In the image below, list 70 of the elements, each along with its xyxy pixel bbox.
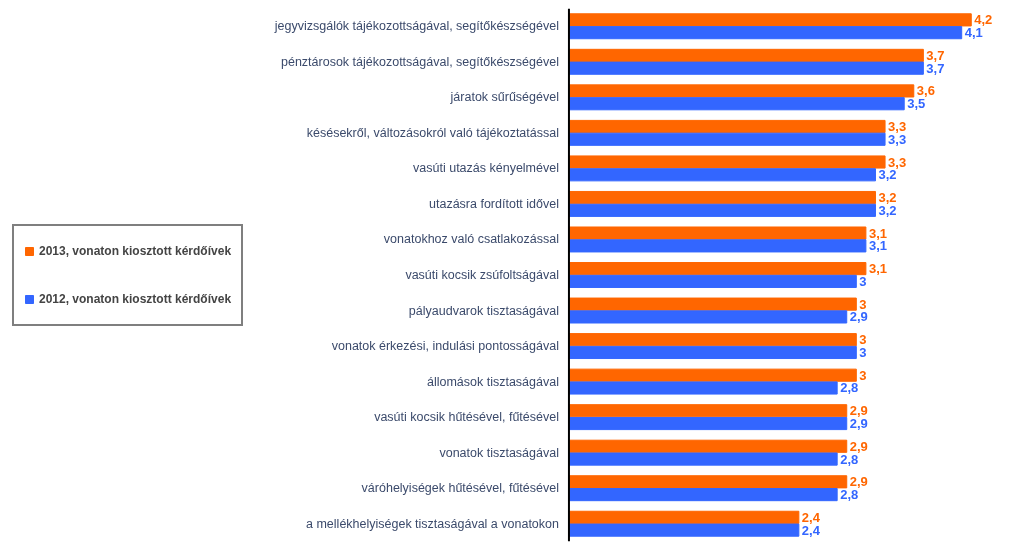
data-label: 3,7	[926, 47, 945, 63]
data-label: 3,1	[868, 225, 887, 241]
y-tick-label: járatok sűrűségével	[449, 90, 559, 105]
bar	[568, 404, 848, 418]
data-label: 3,2	[878, 190, 897, 206]
bar	[568, 26, 963, 40]
bar	[568, 297, 857, 311]
data-label: 3	[859, 296, 867, 312]
bar	[568, 203, 876, 217]
data-label: 3,1	[868, 261, 887, 277]
data-label: 3,3	[888, 118, 907, 134]
bar	[568, 155, 886, 169]
bar	[568, 368, 857, 382]
bar	[568, 510, 800, 524]
bar	[568, 190, 876, 205]
data-label: 2,4	[801, 509, 821, 525]
data-label: 3	[859, 367, 867, 383]
legend-label: 2012, vonaton kiosztott kérdőívek	[39, 290, 232, 308]
y-tick-label: vasúti kocsik hűtésével, fűtésével	[374, 410, 559, 425]
bar	[568, 84, 915, 98]
data-label: 2,9	[849, 474, 868, 490]
bar	[568, 97, 905, 111]
data-label: 4,1	[964, 25, 983, 41]
data-label: 2,8	[840, 451, 859, 467]
bar	[568, 475, 848, 489]
bar	[568, 168, 876, 182]
bar	[568, 345, 857, 360]
bar	[568, 416, 848, 431]
data-label: 2,8	[840, 380, 859, 396]
data-label: 2,9	[849, 416, 868, 432]
y-tick-label: késésekről, változásokról való tájékoztatással	[306, 125, 559, 140]
bar	[568, 226, 867, 240]
y-tick-label: vasúti kocsik zsúfoltságával	[405, 268, 559, 282]
bar	[568, 119, 886, 134]
y-tick-label: vonatok érkezési, indulási pontosságával	[331, 339, 559, 354]
bar	[568, 239, 867, 253]
data-label: 3	[859, 273, 867, 289]
bar	[568, 132, 886, 146]
y-tick-label: vonatok tisztaságával	[439, 445, 559, 460]
data-label: 4,2	[974, 12, 993, 28]
y-tick-label: pályaudvarok tisztaságával	[408, 303, 559, 318]
y-tick-label: vonatokhoz való csatlakozással	[383, 232, 559, 247]
bar	[568, 310, 848, 324]
data-label: 2,9	[849, 403, 868, 419]
bar	[568, 262, 867, 276]
y-tick-label: a mellékhelyiségek tisztaságával a vonatokon	[306, 516, 559, 531]
y-tick-label: utazásra fordított idővel	[429, 196, 559, 211]
bar	[568, 488, 838, 502]
bar	[568, 274, 857, 288]
bar	[568, 439, 848, 453]
data-label: 2,9	[849, 438, 868, 454]
data-label: 3,2	[878, 167, 897, 183]
data-label: 3,3	[888, 154, 907, 170]
y-tick-label: állomások tisztaságával	[426, 374, 559, 389]
y-tick-label: jegyvizsgálók tájékozottságával, segítőkészségével	[273, 19, 559, 34]
bar	[568, 333, 857, 347]
y-tick-label: pénztárosok tájékozottságával, segítőkészségével	[281, 54, 559, 69]
bar	[568, 523, 800, 537]
bar	[568, 48, 924, 62]
y-tick-label: váróhelyiségek hűtésével, fűtésével	[361, 481, 559, 496]
y-tick-label: vasúti utazás kényelmével	[413, 161, 559, 176]
data-label: 2,8	[840, 487, 859, 503]
bar	[568, 381, 838, 395]
bar	[568, 452, 838, 466]
bar	[568, 13, 972, 27]
data-label: 2,9	[849, 309, 868, 325]
legend-label: 2013, vonaton kiosztott kérdőívek	[39, 242, 232, 260]
bar	[568, 61, 924, 75]
data-label: 3,6	[916, 83, 935, 99]
data-label: 3,5	[907, 96, 926, 112]
